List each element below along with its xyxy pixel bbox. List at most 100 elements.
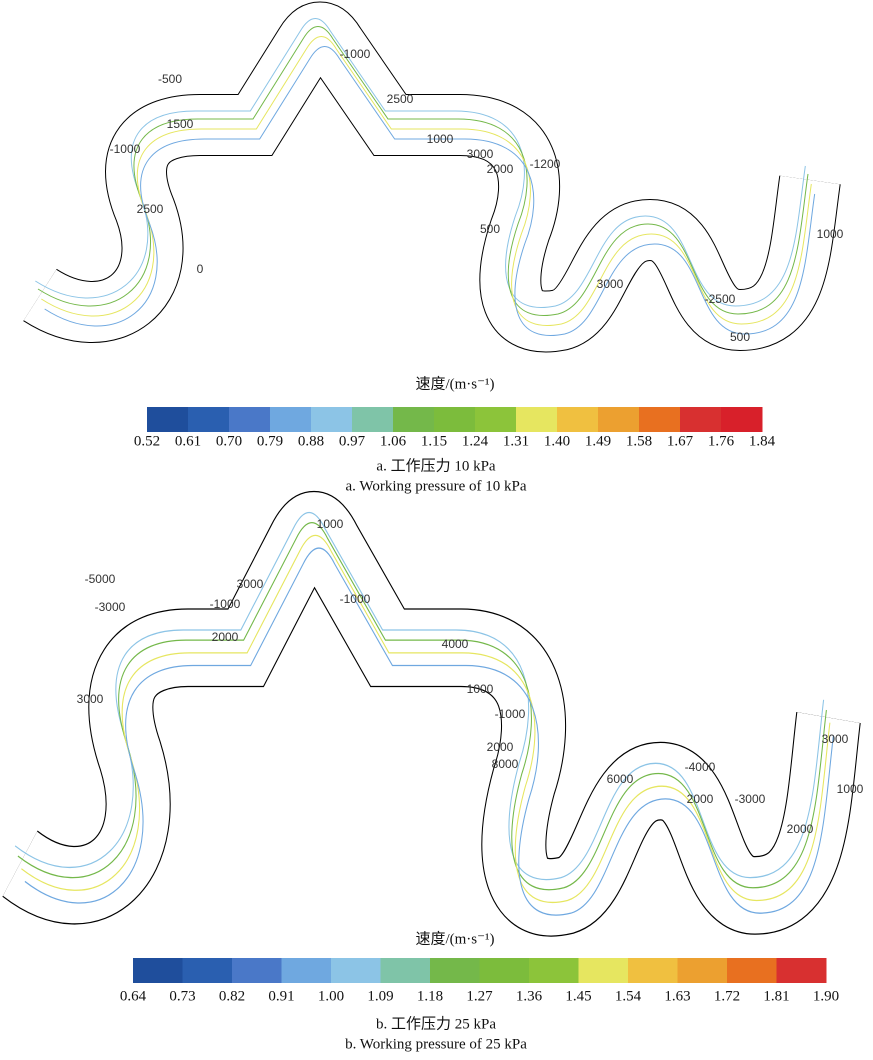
- contour-label: -500: [158, 72, 182, 86]
- colorbar-swatch: [639, 407, 681, 432]
- colorbar-tick-label: 0.82: [219, 988, 245, 1004]
- contour-label: -1000: [340, 47, 371, 61]
- colorbar-tick-label: 0.64: [120, 988, 147, 1004]
- colorbar-tick-label: 1.31: [503, 433, 529, 449]
- colorbar-swatch: [147, 407, 189, 432]
- colorbar-swatch: [475, 407, 517, 432]
- colorbar-tick-label: 0.91: [268, 988, 294, 1004]
- colorbar-swatch: [381, 958, 431, 983]
- colorbar-swatch: [393, 407, 435, 432]
- colorbar-tick-label: 1.63: [664, 988, 690, 1004]
- flow-domain: [15, 512, 833, 915]
- contour-label: -1200: [530, 157, 561, 171]
- contour-label: -2500: [705, 292, 736, 306]
- colorbar-tick-label: 1.06: [380, 433, 407, 449]
- colorbar-swatch: [516, 407, 558, 432]
- contour-label: -5000: [85, 572, 116, 586]
- contour-label: -4000: [685, 760, 716, 774]
- caption-cn: b. 工作压力 25 kPa: [376, 1015, 496, 1032]
- caption-en: a. Working pressure of 10 kPa: [346, 478, 527, 494]
- contour-label: 3000: [237, 577, 264, 591]
- contour-label: 1000: [837, 782, 864, 796]
- contour-label: 2000: [487, 162, 514, 176]
- figure: -500-10001500-10002500100030002000-12005…: [0, 0, 873, 1060]
- colorbar-swatch: [133, 958, 183, 983]
- colorbar-swatch: [529, 958, 579, 983]
- colorbar-swatch: [229, 407, 271, 432]
- contour-label: 0: [197, 262, 204, 276]
- colorbar-tick-label: 1.00: [318, 988, 344, 1004]
- colorbar-tick-label: 1.36: [516, 988, 543, 1004]
- colorbar-swatch: [721, 407, 763, 432]
- colorbar-swatch: [628, 958, 678, 983]
- colorbar-swatch: [557, 407, 599, 432]
- contour-label: 1000: [817, 227, 844, 241]
- colorbar-swatch: [434, 407, 476, 432]
- colorbar-swatch: [183, 958, 233, 983]
- contour-label: 500: [730, 330, 750, 344]
- colorbar-tick-label: 1.15: [421, 433, 447, 449]
- colorbar-swatch: [270, 407, 312, 432]
- colorbar-swatch: [680, 407, 722, 432]
- colorbar-swatch: [352, 407, 394, 432]
- contour-label: -1000: [210, 597, 241, 611]
- colorbar-title: 速度/(m·s⁻¹): [415, 375, 494, 392]
- colorbar-tick-label: 0.70: [216, 433, 242, 449]
- colorbar-swatch: [598, 407, 640, 432]
- colorbar-tick-label: 1.84: [749, 433, 776, 449]
- contour-label: 2500: [137, 202, 164, 216]
- colorbar-tick-label: 0.97: [339, 433, 366, 449]
- colorbar-tick-label: 1.27: [466, 988, 493, 1004]
- contour-label: 500: [480, 222, 500, 236]
- colorbar-tick-label: 1.45: [565, 988, 591, 1004]
- contour-label: 6000: [607, 772, 634, 786]
- contour-label: 2000: [687, 792, 714, 806]
- contour-label: 2500: [387, 92, 414, 106]
- colorbar-swatch: [777, 958, 827, 983]
- colorbar-tick-label: 0.88: [298, 433, 324, 449]
- colorbar-tick-label: 1.76: [708, 433, 735, 449]
- colorbar-swatch: [188, 407, 230, 432]
- colorbar-swatch: [480, 958, 530, 983]
- contour-label: 3000: [467, 147, 494, 161]
- contour-label: 8000: [492, 757, 519, 771]
- colorbar-tick-label: 1.54: [615, 988, 642, 1004]
- contour-label: -3000: [735, 792, 766, 806]
- flow-domain: [35, 19, 814, 336]
- contour-label: 1000: [467, 682, 494, 696]
- colorbar-swatch: [579, 958, 629, 983]
- colorbar-tick-label: 0.79: [257, 433, 283, 449]
- contour-label: -3000: [95, 600, 126, 614]
- contour-label: 1000: [427, 132, 454, 146]
- colorbar-tick-label: 1.72: [714, 988, 740, 1004]
- colorbar-tick-label: 0.61: [175, 433, 201, 449]
- colorbar-swatch: [311, 407, 353, 432]
- contour-label: 3000: [822, 732, 849, 746]
- colorbar-tick-label: 1.90: [813, 988, 839, 1004]
- colorbar-swatch: [331, 958, 381, 983]
- colorbar-tick-label: 1.81: [763, 988, 789, 1004]
- colorbar-swatch: [232, 958, 282, 983]
- colorbar-tick-label: 1.58: [626, 433, 652, 449]
- contour-label: -1000: [110, 142, 141, 156]
- contour-label: 1500: [167, 117, 194, 131]
- colorbar-swatch: [282, 958, 332, 983]
- caption-en: b. Working pressure of 25 kPa: [345, 1036, 527, 1052]
- contour-label: 1000: [317, 517, 344, 531]
- colorbar-tick-label: 1.49: [585, 433, 611, 449]
- colorbar-tick-label: 1.09: [367, 988, 393, 1004]
- colorbar-tick-label: 1.24: [462, 433, 489, 449]
- colorbar-swatch: [430, 958, 480, 983]
- colorbar-tick-label: 0.52: [134, 433, 160, 449]
- colorbar-tick-label: 1.67: [667, 433, 694, 449]
- contour-label: 3000: [77, 692, 104, 706]
- contour-label: 4000: [442, 637, 469, 651]
- caption-cn: a. 工作压力 10 kPa: [376, 457, 496, 474]
- colorbar-title: 速度/(m·s⁻¹): [415, 930, 494, 947]
- colorbar-swatch: [727, 958, 777, 983]
- contour-label: -1000: [340, 592, 371, 606]
- colorbar-tick-label: 1.40: [544, 433, 570, 449]
- colorbar-tick-label: 1.18: [417, 988, 443, 1004]
- contour-label: 2000: [487, 740, 514, 754]
- contour-label: 2000: [787, 822, 814, 836]
